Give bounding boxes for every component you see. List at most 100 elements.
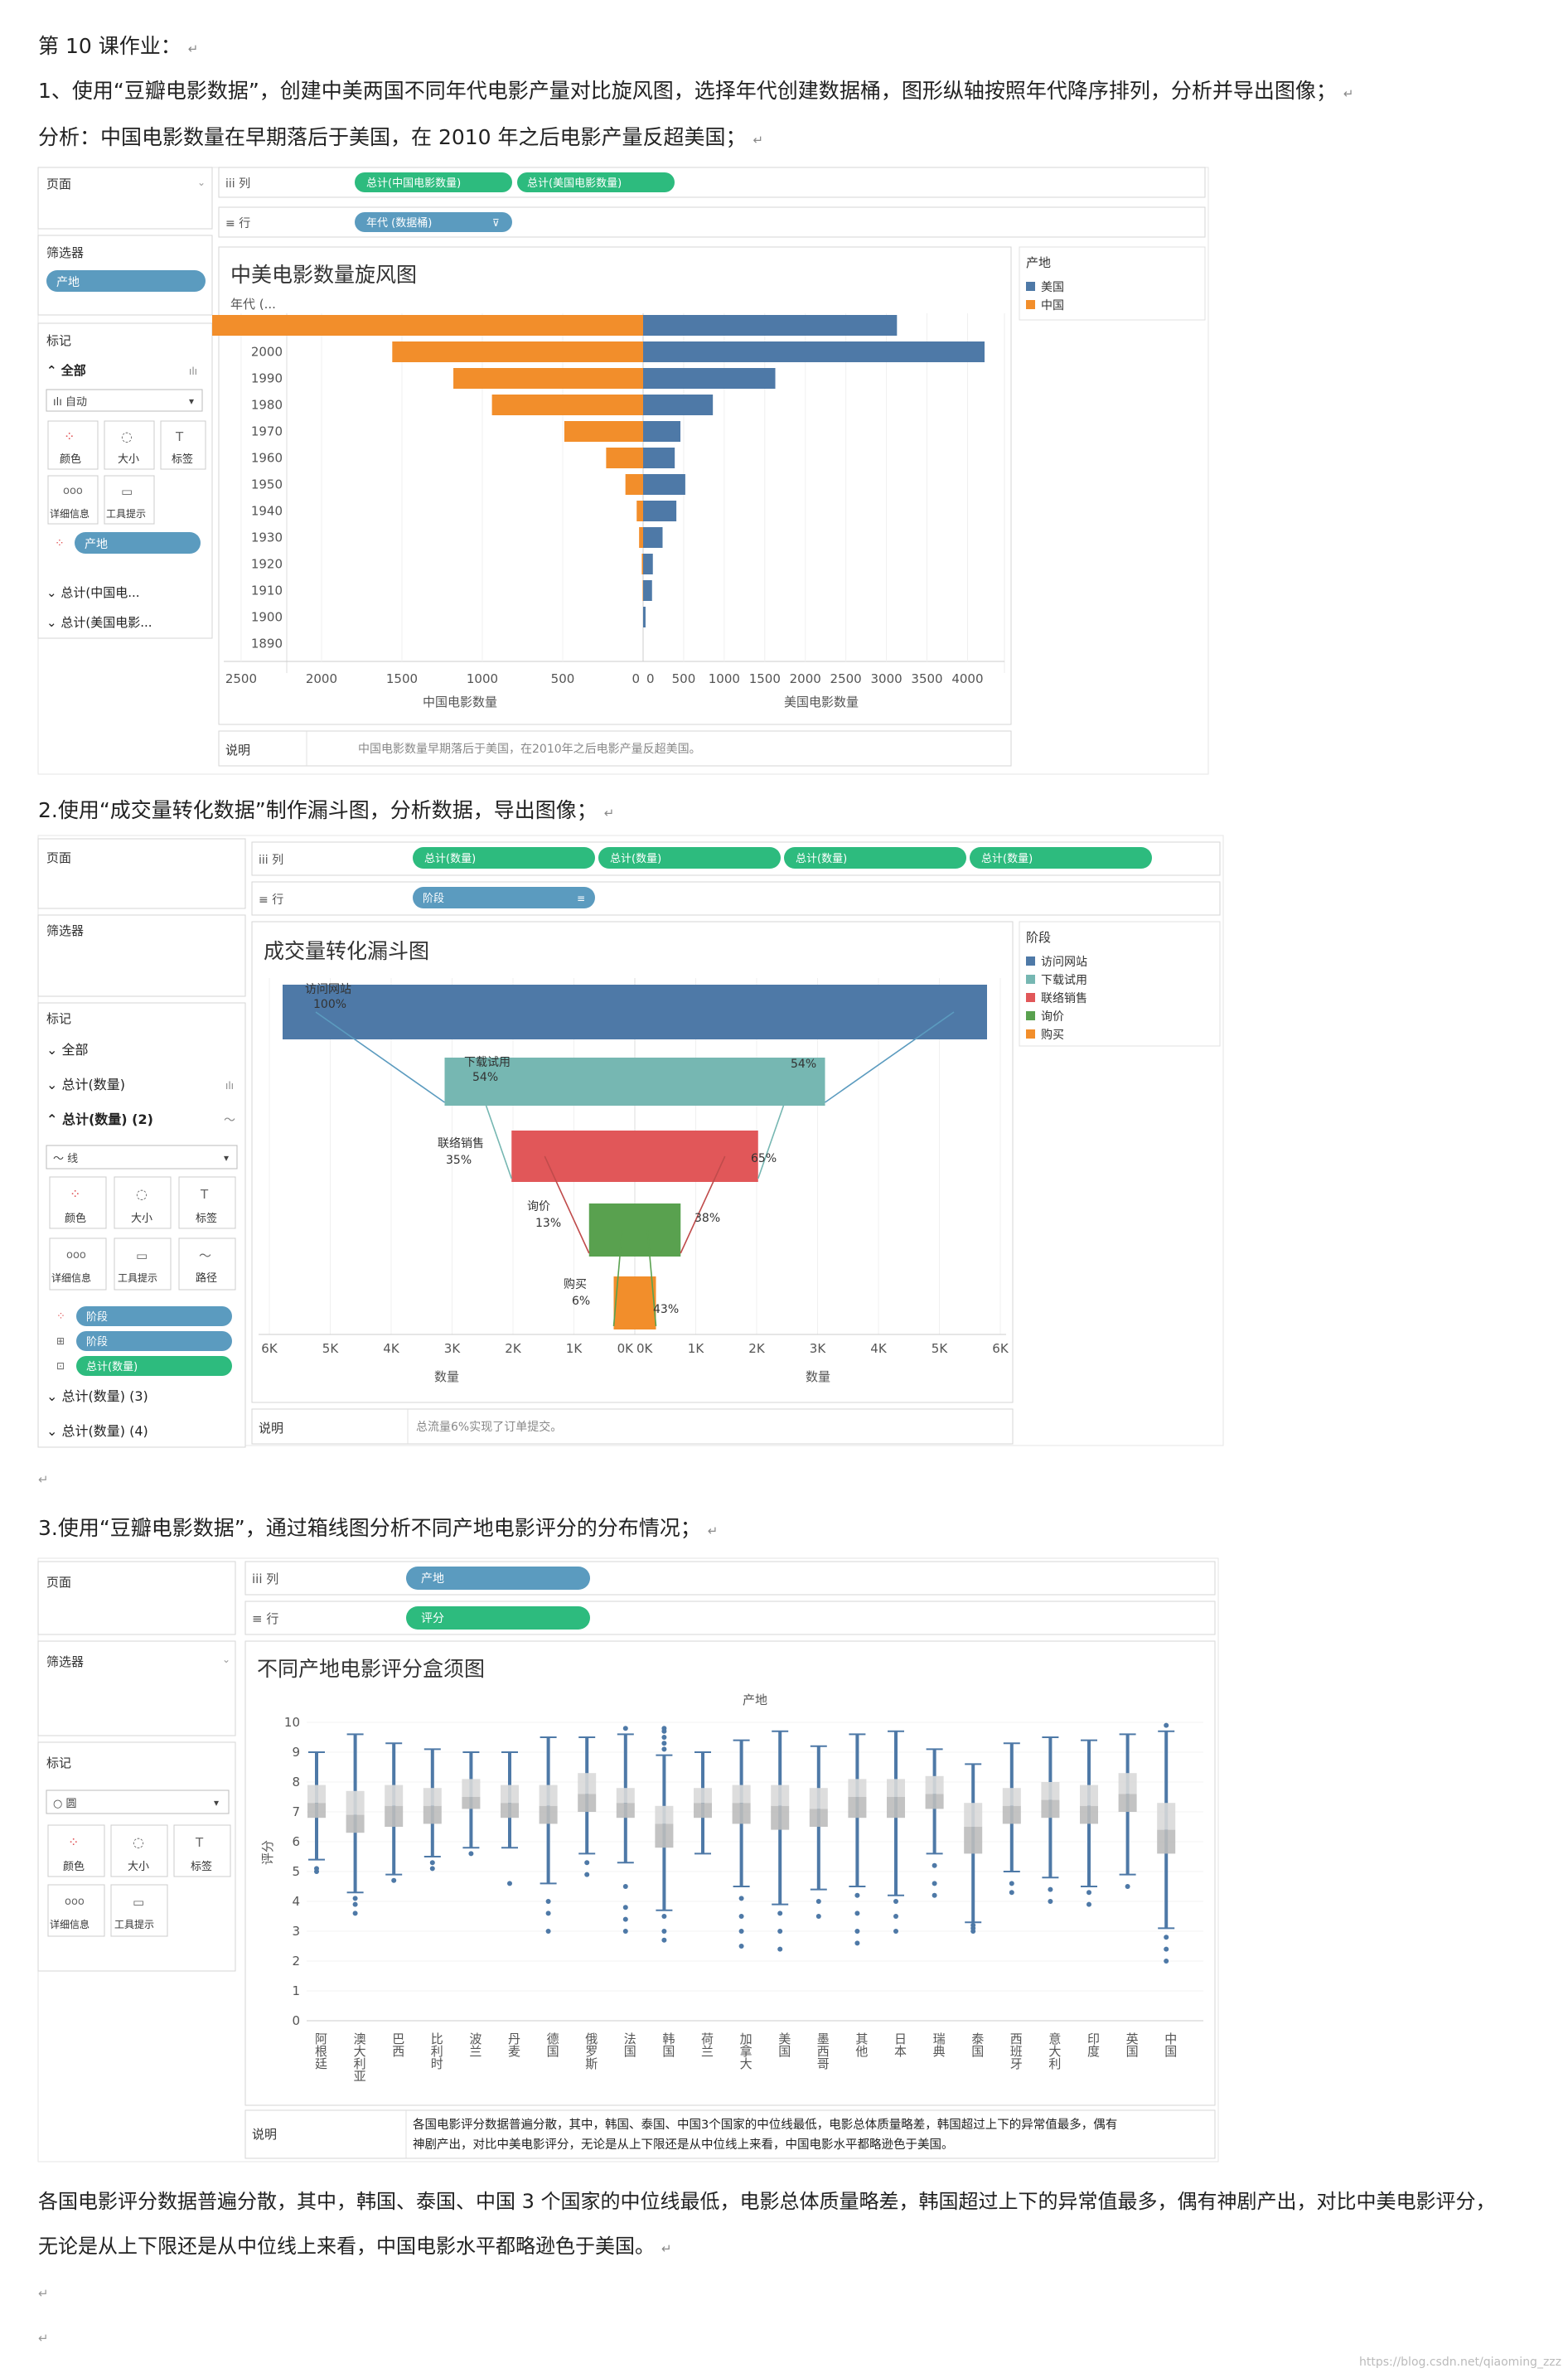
outlier-point (661, 1741, 667, 1746)
filters-shelf[interactable] (37, 1640, 236, 1736)
filters-label: 筛选器 (46, 245, 84, 260)
pages-shelf[interactable] (37, 1561, 236, 1635)
outlier-point (352, 1911, 358, 1916)
row-pill-rating[interactable] (406, 1606, 590, 1630)
chevron-down-icon[interactable]: ▾ (189, 395, 194, 407)
outlier-point (854, 1911, 860, 1916)
outlier-point (661, 1735, 667, 1740)
size-button[interactable] (114, 1176, 172, 1229)
marks-all[interactable]: ⌄ 全部 (46, 1042, 89, 1058)
marks-all[interactable]: ⌃ 全部 (46, 363, 86, 378)
label-button[interactable] (178, 1176, 236, 1229)
detail-button[interactable] (47, 475, 99, 525)
label-button[interactable] (160, 420, 206, 470)
mark-pill[interactable] (75, 532, 201, 554)
col-pill-china[interactable] (355, 172, 512, 192)
outlier-point (970, 1922, 976, 1928)
path-button[interactable] (178, 1237, 236, 1291)
box-lower (462, 1797, 481, 1809)
marks-measure-4[interactable]: ⌄ 总计(数量) (4) (46, 1423, 148, 1439)
tooltip-button[interactable] (110, 1884, 168, 1937)
box-upper (1002, 1788, 1021, 1806)
color-button[interactable] (47, 420, 99, 470)
tooltip-button[interactable] (104, 475, 155, 525)
label-button[interactable] (173, 1824, 231, 1877)
row-pill-decade[interactable] (355, 212, 512, 232)
box-upper (887, 1779, 905, 1797)
tooltip-icon: ▭ (133, 1895, 144, 1910)
funnel-stage-label: 购买 (564, 1278, 587, 1291)
measure-1[interactable]: ⌄ 总计(中国电... (46, 585, 140, 600)
x-tick-label-right: 2500 (830, 671, 862, 686)
pages-shelf[interactable] (37, 167, 213, 230)
rows-shelf[interactable] (244, 1601, 1216, 1635)
mark-type-value: 〜 线 (53, 1153, 78, 1165)
marks-measure-3[interactable]: ⌄ 总计(数量) (3) (46, 1388, 148, 1404)
pill-stage-detail[interactable] (76, 1331, 232, 1351)
chevron-down-icon[interactable]: ⌄ (197, 177, 206, 188)
filters-shelf[interactable] (37, 235, 213, 316)
legend-swatch-china (1026, 300, 1035, 309)
rows-shelf[interactable] (218, 206, 1206, 238)
sort-icon[interactable]: ⊽ (492, 217, 500, 229)
color-button[interactable] (49, 1176, 107, 1229)
detail-button[interactable] (49, 1237, 107, 1291)
columns-shelf[interactable] (251, 841, 1221, 876)
sort-icon[interactable]: ≡ (577, 893, 585, 904)
outlier-point (932, 1892, 937, 1898)
outlier-point (545, 1929, 551, 1934)
chevron-down-icon[interactable]: ▾ (224, 1152, 229, 1164)
color-icon: ⁘ (64, 429, 75, 444)
rows-label: ≡ 行 (252, 1611, 278, 1626)
columns-shelf[interactable] (218, 167, 1206, 198)
color-button[interactable] (47, 1824, 105, 1877)
rows-shelf[interactable] (251, 881, 1221, 916)
measure-2[interactable]: ⌄ 总计(美国电影... (46, 615, 152, 630)
chevron-down-icon[interactable]: ▾ (214, 1797, 219, 1809)
bar-usa (643, 474, 685, 495)
detail-button[interactable] (47, 1884, 105, 1937)
box-upper (501, 1785, 519, 1804)
outlier-point (893, 1899, 898, 1904)
x-tick-label: 丹麦 (506, 2032, 521, 2057)
filter-pill[interactable] (46, 270, 206, 292)
filters-shelf[interactable] (37, 914, 246, 997)
y-tick-label: 6 (292, 1834, 300, 1849)
mark-type-select[interactable] (46, 1145, 238, 1170)
pill-stage-color[interactable] (76, 1306, 232, 1326)
outlier-point (738, 1929, 744, 1934)
bar-china (625, 474, 643, 495)
box-upper (539, 1785, 558, 1806)
funnel-link-left (544, 1155, 590, 1254)
x-tick-label-right: 1000 (709, 671, 740, 686)
size-button[interactable] (104, 420, 155, 470)
funnel-stage-label: 询价 (527, 1200, 550, 1213)
bar-mark-icon: ılı (189, 366, 197, 377)
col-pill-origin[interactable] (406, 1567, 590, 1590)
tooltip-button-label: 工具提示 (106, 507, 146, 520)
funnel-stage-label: 下载试用 (464, 1056, 511, 1069)
marks-buttons: ⁘ 颜色 ◌ 大小 T 标签 ooo 详细信息 ▭ 工具提示 (47, 420, 206, 525)
funnel-step-pct: 43% (653, 1303, 679, 1316)
bar-china (453, 368, 643, 389)
box-upper (423, 1788, 442, 1806)
pages-shelf[interactable] (37, 838, 246, 909)
outlier-point (854, 1940, 860, 1946)
pill-count-label[interactable] (76, 1356, 232, 1376)
tooltip-button[interactable] (114, 1237, 172, 1291)
outlier-point (391, 1877, 397, 1883)
row-pill-decade-label: 年代 (数据桶) (366, 217, 432, 230)
marks-measure-1[interactable]: ⌄ 总计(数量) (46, 1077, 125, 1092)
x-label-left: 数量 (434, 1369, 459, 1384)
columns-shelf[interactable] (244, 1561, 1216, 1596)
marks-measure-2[interactable]: ⌃ 总计(数量) (2) (46, 1111, 153, 1127)
col-pill-usa[interactable] (517, 172, 675, 192)
tableau-frame-3 (37, 1557, 1219, 2162)
chevron-down-icon[interactable]: ⌄ (222, 1654, 230, 1665)
size-button[interactable] (110, 1824, 168, 1877)
mark-type-select[interactable] (46, 389, 203, 412)
mark-type-value: ○ 圆 (53, 1798, 77, 1810)
x-tick-label: 墨西哥 (815, 2032, 830, 2070)
row-pill-stage[interactable] (413, 887, 595, 908)
mark-type-select[interactable] (46, 1789, 230, 1814)
